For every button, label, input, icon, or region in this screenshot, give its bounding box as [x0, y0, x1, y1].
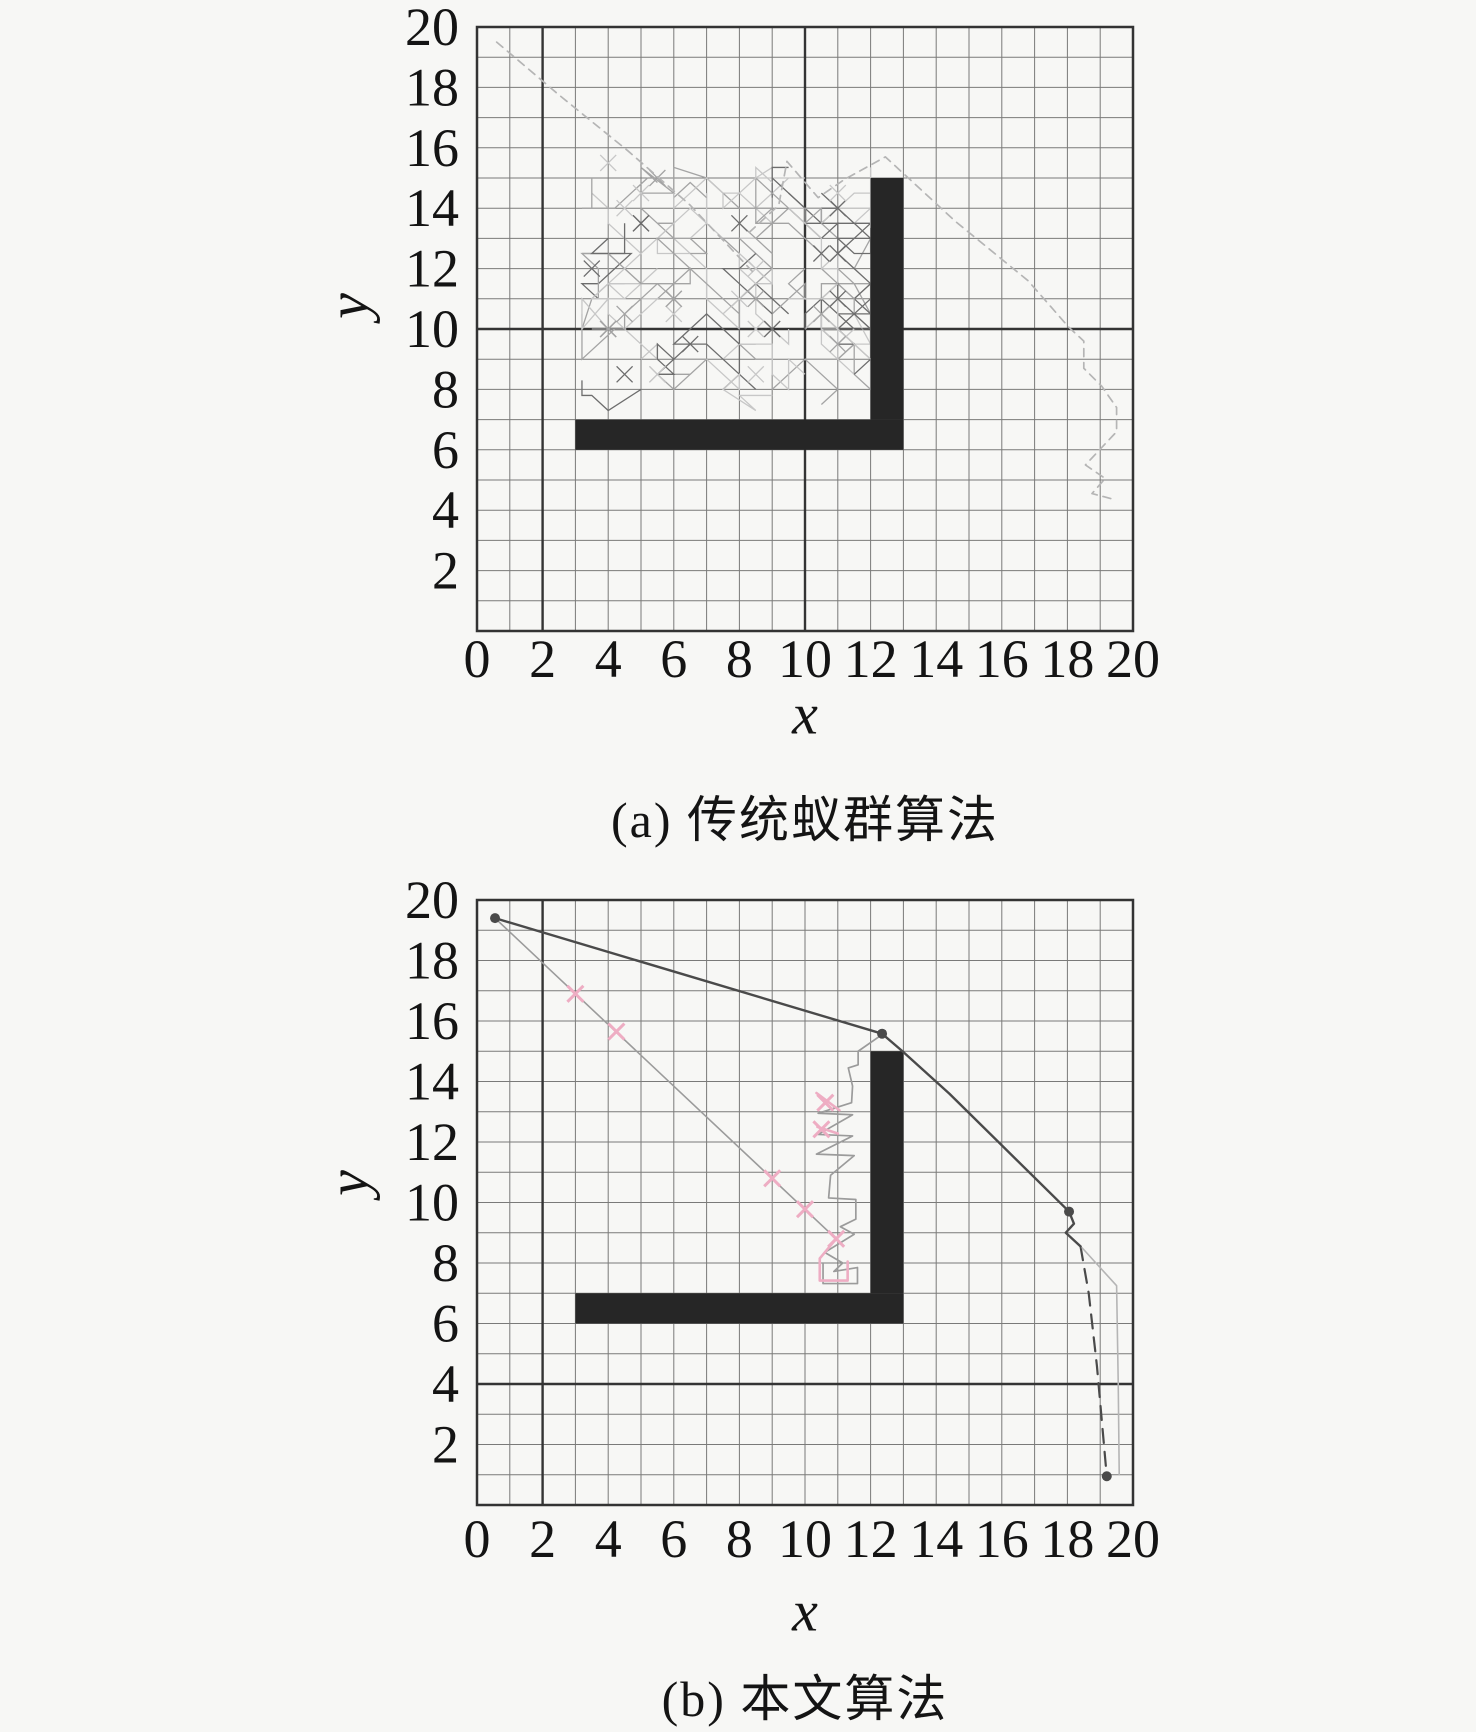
- chart-b-best-path-tail: [1079, 1245, 1108, 1478]
- chart-b-xtick-label: 2: [529, 1509, 556, 1569]
- chart-b-xtick-label: 0: [464, 1509, 491, 1569]
- chart-b-grid-heavy: [477, 900, 1133, 1505]
- caption-chart-a: (a) 传统蚁群算法: [611, 792, 999, 848]
- chart-a-xtick-label: 16: [975, 629, 1029, 689]
- chart-b-pink-x-marker: [827, 1229, 846, 1248]
- chart-b-ytick-label: 6: [432, 1294, 459, 1354]
- chart-a-xtick-label: 0: [464, 629, 491, 689]
- chart-b-straight-explore-line: [494, 917, 837, 1240]
- chart-b-xtick-label: 14: [909, 1509, 963, 1569]
- chart-b-ytick-label: 20: [405, 870, 459, 930]
- chart-a-xtick-label: 6: [660, 629, 687, 689]
- chart-a-xtick-label: 8: [726, 629, 753, 689]
- chart-a-explore-diagonal-left: [495, 41, 754, 273]
- chart-b-best-path-descent: [880, 1032, 1082, 1248]
- caption-chart-b: (b) 本文算法: [661, 1671, 949, 1727]
- chart-b-xtick-label: 4: [595, 1509, 622, 1569]
- chart-b-xtick-label: 12: [844, 1509, 898, 1569]
- chart-b-obstacle-vertical: [870, 1051, 904, 1294]
- chart-a-ytick-label: 16: [405, 118, 459, 178]
- chart-b-pink-x-marker: [763, 1169, 782, 1188]
- x-axis-title-chart-a: x: [792, 681, 818, 747]
- chart-a-ytick-label: 6: [432, 420, 459, 480]
- chart-b-pink-x-marker: [812, 1120, 831, 1139]
- chart-a-xtick-label: 4: [595, 629, 622, 689]
- chart-b-alt-path-right: [1081, 1247, 1121, 1476]
- chart-b-ytick-label: 10: [405, 1173, 459, 1233]
- chart-b-obstacle-horizontal: [575, 1293, 904, 1324]
- chart-b-pink-x-marker: [607, 1022, 626, 1041]
- chart-b-xtick-label: 6: [660, 1509, 687, 1569]
- chart-a-exploration-tangle: [580, 154, 873, 412]
- y-axis-title-chart-a: y: [315, 293, 381, 319]
- chart-b-ytick-label: 12: [405, 1112, 459, 1172]
- chart-a-ytick-label: 2: [432, 541, 459, 601]
- chart-b-ytick-label: 14: [405, 1052, 459, 1112]
- chart-a-xtick-label: 20: [1106, 629, 1160, 689]
- chart-b-grid: [476, 899, 1134, 1506]
- chart-b-waypoint-dot: [1101, 1471, 1112, 1482]
- chart-b-ytick-label: 8: [432, 1233, 459, 1293]
- chart-b-xtick-label: 20: [1106, 1509, 1160, 1569]
- chart-a-ytick-label: 10: [405, 299, 459, 359]
- chart-a-ytick-label: 18: [405, 57, 459, 117]
- chart-b-pink-x-marker: [566, 984, 585, 1003]
- chart-a-ytick-label: 4: [432, 480, 459, 540]
- chart-b-xtick-label: 18: [1040, 1509, 1094, 1569]
- chart-b-waypoint-dot: [490, 913, 501, 924]
- chart-b-pink-hook: [818, 1237, 849, 1282]
- chart-b-waypoint-dot: [877, 1028, 888, 1039]
- chart-a-xtick-label: 14: [909, 629, 963, 689]
- chart-b-ytick-label: 18: [405, 931, 459, 991]
- chart-a-ytick-label: 8: [432, 359, 459, 419]
- chart-b-axis-border: [475, 898, 1135, 1507]
- chart-b-ytick-label: 16: [405, 991, 459, 1051]
- chart-b-best-path-upper: [493, 916, 884, 1035]
- chart-b-xtick-label: 10: [778, 1509, 832, 1569]
- chart-b-xtick-label: 8: [726, 1509, 753, 1569]
- chart-a-xtick-label: 10: [778, 629, 832, 689]
- x-axis-title-chart-b: x: [792, 1578, 818, 1644]
- chart-a-obstacle-vertical: [870, 178, 904, 420]
- chart-b-pink-x-marker: [816, 1093, 835, 1112]
- chart-b-pink-x-marker: [795, 1200, 815, 1219]
- chart-a-xtick-label: 18: [1040, 629, 1094, 689]
- y-axis-title-chart-b: y: [315, 1170, 381, 1196]
- chart-a-axis-border: [475, 25, 1135, 633]
- chart-a-ytick-label: 12: [405, 239, 459, 299]
- chart-a-xtick-label: 2: [529, 629, 556, 689]
- chart-a-ytick-label: 14: [405, 178, 459, 238]
- chart-b-ytick-label: 4: [432, 1354, 459, 1414]
- chart-a-obstacle-horizontal: [575, 419, 904, 450]
- chart-a-explore-diagonal-right: [748, 156, 1118, 501]
- chart-b-zigzag-wall-path: [815, 1033, 883, 1285]
- chart-b-ytick-label: 2: [432, 1415, 459, 1475]
- chart-b-waypoint-dot: [1064, 1206, 1075, 1217]
- chart-b-xtick-label: 16: [975, 1509, 1029, 1569]
- chart-a-ytick-label: 20: [405, 0, 459, 57]
- chart-a-xtick-label: 12: [844, 629, 898, 689]
